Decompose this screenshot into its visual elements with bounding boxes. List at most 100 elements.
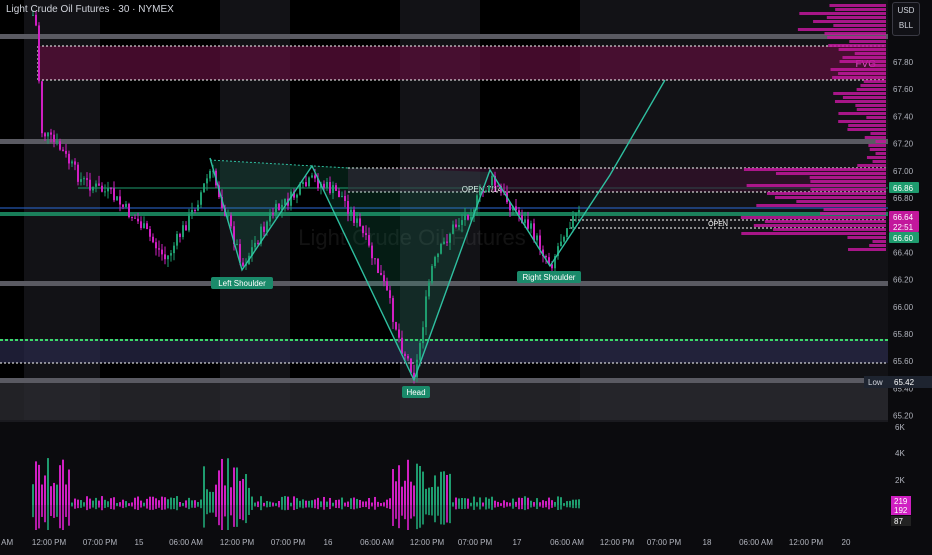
volume-profile-bar [863,80,886,83]
volume-profile-bar [830,68,886,71]
volume-bar [287,496,289,505]
volume-bar [377,501,379,505]
volume-bar [254,502,256,505]
volume-bar [101,496,103,505]
candle-body [488,185,490,191]
volume-bar [275,503,277,505]
volume-bar [413,485,415,505]
volume-bar [455,497,457,505]
volume-bar [374,496,376,505]
volume-bar [326,501,328,505]
candle-body [263,226,265,232]
volume-bar [527,497,529,505]
volume-bar [152,496,154,505]
level-band [0,378,888,383]
volume-profile-bar [824,32,886,35]
volume-bar [194,505,196,508]
volume-bar [158,500,160,505]
candle-body [185,225,187,231]
x-tick-label: 12:00 PM [410,538,445,547]
candle-body [371,245,373,259]
candle-body [464,214,466,221]
volume-bar [512,505,514,509]
y-tick-label: 67.40 [893,112,914,121]
volume-bar [86,505,88,511]
volume-bar [491,496,493,505]
volume-profile-bar [833,92,886,95]
candle-body [560,241,562,247]
x-axis-ticks: 0 AM 12:00 PM 07:00 PM 15 06:00 AM 12:00 PM 07… [0,538,851,547]
volume-bar [476,505,478,507]
candle-body [428,282,430,297]
volume-bar [473,496,475,505]
currency-selector[interactable]: USD BLL [892,2,920,36]
volume-profile-bar [866,156,886,159]
volume-bar [185,500,187,505]
candle-body [113,188,115,201]
candle-body [524,219,526,223]
volume-bar [188,505,190,510]
volume-tag [891,496,911,506]
volume-profile-bar [743,168,886,171]
volume-bar [320,505,322,508]
volume-bar [143,502,145,505]
volume-bar [89,498,91,505]
price-axis [888,0,932,550]
currency-label: USD [897,6,915,15]
candle-body [155,242,157,249]
volume-bar [119,502,121,505]
volume-bar [200,505,202,509]
volume-bar [500,503,502,505]
volume-bar [269,501,271,505]
volume-bar [563,505,565,507]
y-tick-label: 67.20 [893,140,914,149]
candle-body [383,275,385,282]
candle-body [260,226,262,244]
volume-profile-bar [860,84,886,87]
volume-bar [401,486,403,505]
volume-bar [317,505,319,510]
volume-bar [362,501,364,505]
volume-bar [275,505,277,507]
candle-body [236,244,238,246]
candle-body [56,141,58,143]
support-zone [0,339,888,363]
volume-bar [272,505,274,507]
volume-bar [452,502,454,505]
volume-profile-bar [796,200,886,203]
y-tick-label: 66.40 [893,248,914,257]
candle-body [296,194,298,198]
volume-bar [278,505,280,508]
x-tick-label: 0 AM [0,538,13,547]
candle-body [80,179,82,182]
y-tick-label: 67.60 [893,85,914,94]
candle-body [338,190,340,198]
x-tick-label: 17 [513,538,522,547]
volume-profile-bar [833,24,886,27]
candle-body [563,236,565,242]
candle-body [299,184,301,195]
volume-bar [182,505,184,507]
volume-bar [461,498,463,505]
candle-body [437,253,439,258]
volume-bar [284,496,286,505]
volume-bar [212,505,214,513]
volume-bar [368,497,370,505]
volume-profile-bar [870,64,886,67]
volume-bar [167,499,169,505]
volume-bar [404,505,406,520]
x-tick-label: 12:00 PM [789,538,824,547]
candle-body [146,223,148,230]
x-tick-label: 07:00 PM [647,538,682,547]
volume-bar [128,505,130,507]
candle-body [476,195,478,210]
volume-bar [248,505,250,515]
volume-bar [263,505,265,507]
volume-bar [476,502,478,505]
volume-profile-bar [848,124,886,127]
volume-bar [518,497,520,505]
volume-profile-bar [835,8,886,11]
candle-body [251,247,253,256]
